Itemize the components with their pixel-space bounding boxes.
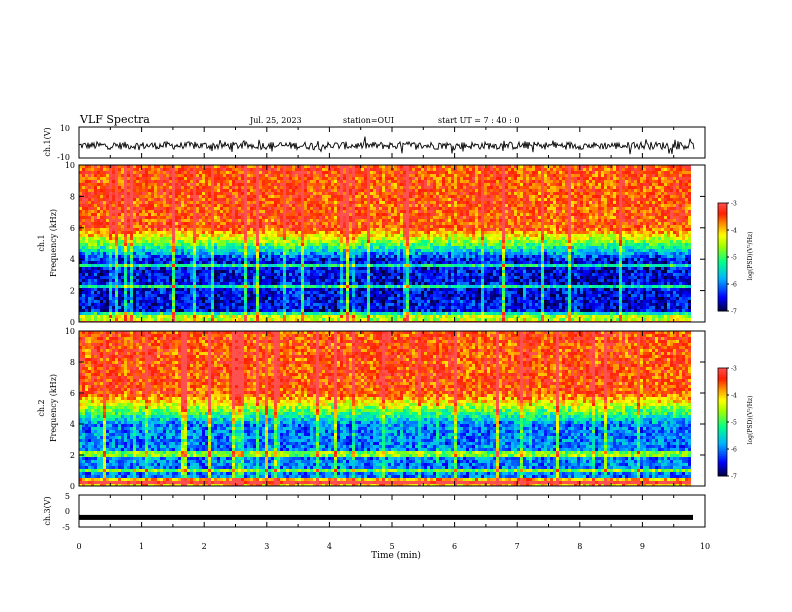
ch3-ylabel: ch.3(V) [43,496,52,525]
x-tick-label: 3 [264,542,269,551]
start-ut-label: start UT = 7 : 40 : 0 [438,116,519,125]
ch1-ylabel: ch.1(V) [43,127,52,156]
x-tick-label: 4 [327,542,332,551]
colorbar-tick-label: -6 [731,447,737,454]
freq-ytick-label: 2 [70,451,75,460]
colorbar-tick-label: -4 [731,393,737,400]
colorbar-tick-label: -7 [731,474,737,481]
ch2-colorbar-label: log(PSD)(V²/Hz) [747,396,754,445]
x-tick-label: 1 [139,542,144,551]
freq-ytick-label: 6 [70,389,75,398]
freq-ytick-label: 6 [70,224,75,233]
ch2-spectrogram-image [79,331,691,486]
x-tick-label: 0 [76,542,81,551]
ch2-colorbar: -3 -4 -5 -6 -7 [717,366,737,481]
x-tick-label: 7 [515,542,520,551]
ch1-spectrogram-image [79,165,691,322]
ch3-trace [79,514,693,520]
colorbar-tick-label: -7 [731,309,737,316]
ch2-spec-ylabel2: Frequency (kHz) [49,374,58,442]
x-axis-ticklabels: 0 1 2 3 4 5 6 7 8 9 10 [76,542,710,551]
ch1-ytick-top: 10 [60,124,70,133]
ch3-ytick-mid: 0 [65,507,70,516]
ch3-ytick-bottom: -5 [62,523,70,532]
ch1-ytick-bottom: -10 [57,153,70,162]
ch2-spec-ylabel1: ch.2 [37,399,46,416]
freq-ytick-label: 4 [70,420,75,429]
ch1-trace [78,136,695,155]
ch1-waveform-line [78,136,695,155]
date-label: Jul. 25, 2023 [249,116,302,125]
x-axis-label: Time (min) [371,550,421,561]
x-tick-label: 9 [640,542,645,551]
ch1-spec-ylabel2: Frequency (kHz) [49,209,58,277]
x-tick-label: 5 [389,542,394,551]
freq-ytick-label: 0 [70,482,75,491]
figure-title: VLF Spectra [79,113,150,126]
x-tick-label: 6 [452,542,457,551]
ch1-colorbar: -3 -4 -5 -6 -7 [717,201,737,316]
ch3-waveform-panel: 5 0 -5 ch.3(V) [43,492,706,532]
station-label: station=OUI [343,116,394,125]
ch1-waveform-panel: 10 -10 ch.1(V) [43,124,706,162]
colorbar-tick-label: -3 [731,366,737,373]
freq-ytick-label: 10 [65,327,75,336]
colorbar-tick-label: -5 [731,255,737,262]
freq-ytick-label: 8 [70,192,75,201]
freq-ytick-label: 0 [70,318,75,327]
freq-ytick-label: 2 [70,287,75,296]
freq-ytick-label: 4 [70,255,75,264]
ch1-colorbar-label: log(PSD)(V²/Hz) [747,232,754,281]
freq-ytick-label: 10 [65,161,75,170]
colorbar-tick-label: -6 [731,282,737,289]
freq-ytick-label: 8 [70,358,75,367]
colorbar-tick-label: -3 [731,201,737,208]
x-tick-label: 8 [577,542,582,551]
x-tick-label: 2 [202,542,207,551]
ch3-ytick-top: 5 [65,492,70,501]
x-tick-label: 10 [700,542,710,551]
ch1-spec-ylabel1: ch.1 [37,234,46,251]
colorbar-tick-label: -4 [731,228,737,235]
colorbar-tick-label: -5 [731,420,737,427]
